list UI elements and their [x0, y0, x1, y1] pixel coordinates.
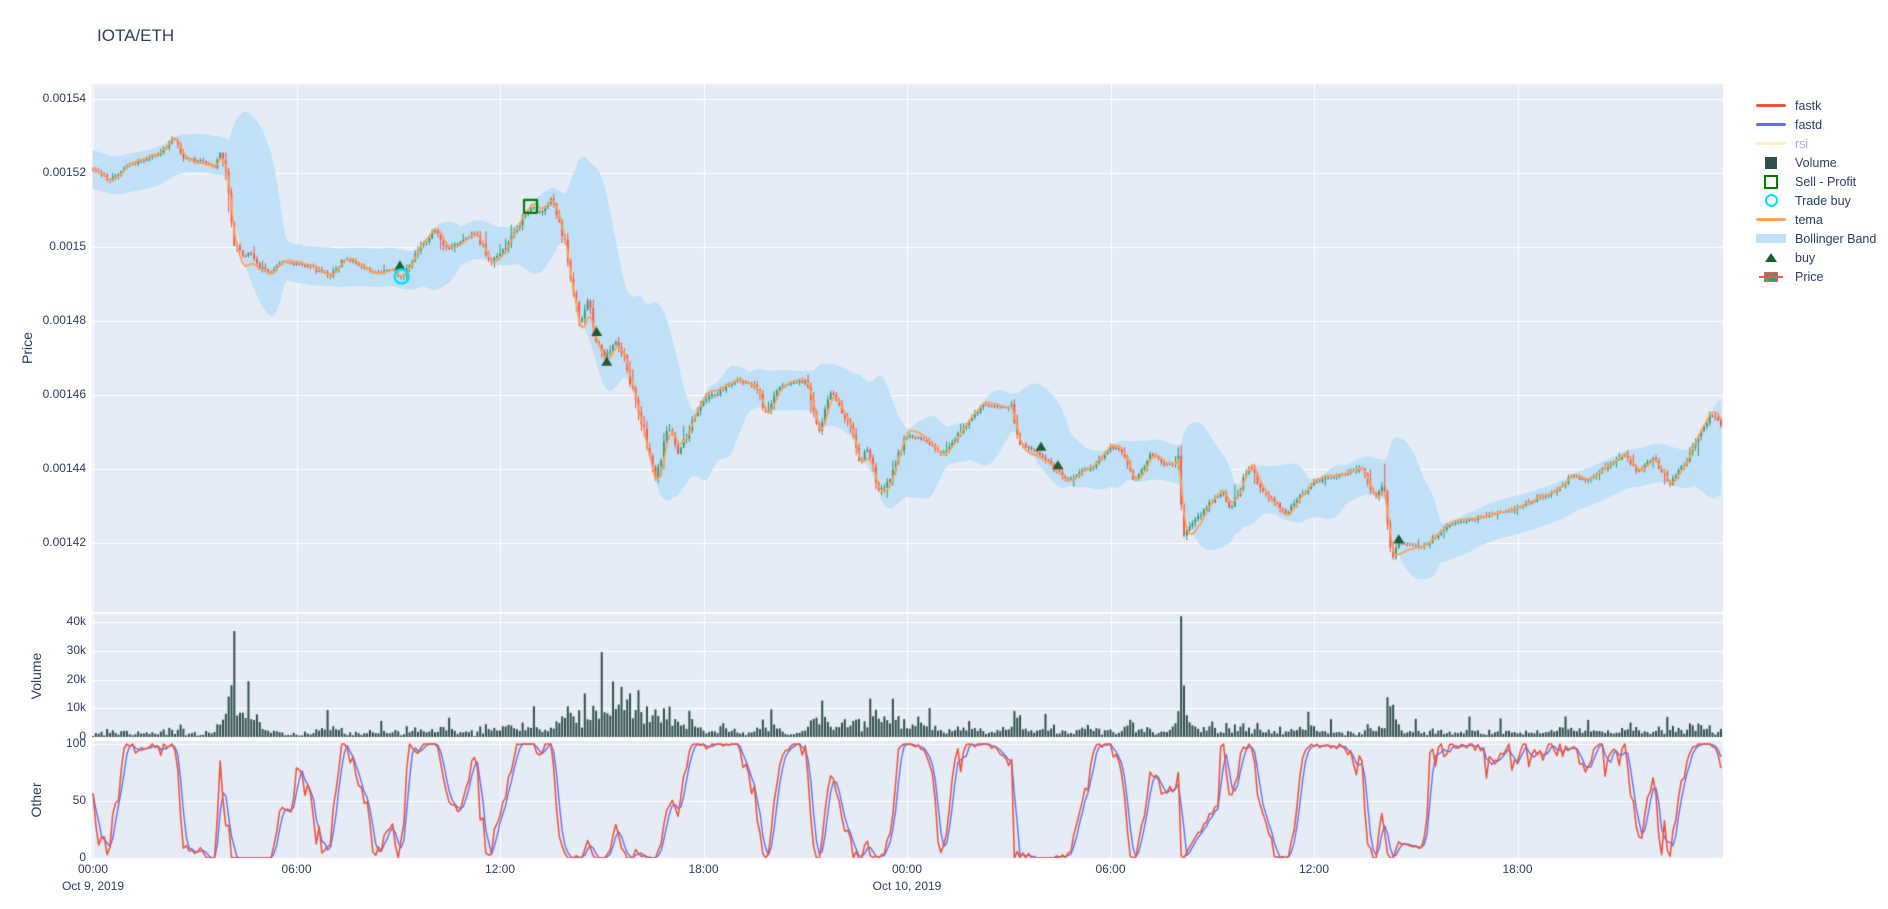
legend-label: fastk	[1795, 98, 1822, 113]
legend-item-sell-profit[interactable]: Sell - Profit	[1756, 172, 1876, 191]
y-tick-label: 40k	[66, 614, 86, 628]
legend-label: tema	[1795, 212, 1823, 227]
x-tick-label: 12:00	[445, 861, 555, 878]
x-tick-label: 12:00	[1259, 861, 1369, 878]
legend-label: Volume	[1795, 155, 1837, 170]
legend-label: Bollinger Band	[1795, 231, 1877, 246]
y-tick-label: 20k	[66, 672, 86, 686]
page-title: IOTA/ETH	[97, 26, 175, 45]
legend-item-price[interactable]: Price	[1756, 267, 1876, 286]
legend: fastk fastd rsi Volume Sell - Profit Trade bu…	[1756, 96, 1876, 286]
y-tick-label: 0.00152	[42, 165, 86, 179]
buy-legend-icon	[1756, 253, 1786, 262]
fastk-legend-icon	[1756, 104, 1786, 107]
legend-item-volume[interactable]: Volume	[1756, 153, 1876, 172]
y-tick-label: 0.00146	[42, 387, 86, 401]
legend-item-buy[interactable]: buy	[1756, 248, 1876, 267]
fastd-legend-icon	[1756, 123, 1786, 126]
x-tick-time: 18:00	[1502, 862, 1533, 876]
x-tick-date: Oct 10, 2019	[872, 879, 942, 893]
y-tick-label: 50	[72, 793, 86, 807]
x-tick-time: 12:00	[484, 862, 516, 876]
legend-item-fastk[interactable]: fastk	[1756, 96, 1876, 115]
x-tick-date: Oct 9, 2019	[61, 879, 125, 893]
x-tick-time: 06:00	[281, 862, 312, 876]
legend-item-fastd[interactable]: fastd	[1756, 115, 1876, 134]
x-tick-label: 06:00	[242, 861, 352, 878]
y-tick-label: 0	[79, 850, 86, 864]
x-tick-time: 06:00	[1095, 862, 1126, 876]
legend-label: Trade buy	[1795, 193, 1851, 208]
legend-item-rsi[interactable]: rsi	[1756, 134, 1876, 153]
x-tick-label: 06:00	[1056, 861, 1166, 878]
y-tick-label: 10k	[66, 700, 86, 714]
legend-item-bollinger-band[interactable]: Bollinger Band	[1756, 229, 1876, 248]
x-tick-label: 00:00 Oct 10, 2019	[852, 861, 962, 895]
y-tick-label: 0.00148	[42, 313, 86, 327]
legend-label: Sell - Profit	[1795, 174, 1857, 189]
y-tick-label: 30k	[66, 643, 86, 657]
x-tick-time: 12:00	[1298, 862, 1330, 876]
y-tick-label: 100	[65, 736, 86, 750]
x-tick-time: 18:00	[688, 862, 719, 876]
x-tick-time: 00:00	[77, 862, 109, 876]
y-tick-label: 0.00154	[42, 91, 86, 105]
bollinger-band-legend-icon	[1756, 234, 1786, 243]
x-tick-time: 00:00	[891, 862, 923, 876]
tema-legend-icon	[1756, 218, 1786, 221]
volume-legend-icon	[1756, 156, 1786, 169]
legend-label: fastd	[1795, 117, 1823, 132]
x-tick-label: 18:00	[649, 861, 759, 878]
sell-profit-legend-icon	[1756, 174, 1786, 189]
rsi-legend-icon	[1756, 142, 1786, 145]
x-tick-label: 00:00 Oct 9, 2019	[38, 861, 148, 895]
y-tick-label: 0	[79, 729, 86, 743]
legend-label: Price	[1795, 269, 1824, 284]
y-tick-label: 0.00142	[42, 535, 86, 549]
price-axis-title: Price	[19, 332, 35, 364]
legend-item-tema[interactable]: tema	[1756, 210, 1876, 229]
y-tick-label: 0.0015	[49, 239, 86, 253]
x-tick-label: 18:00	[1463, 861, 1573, 878]
legend-item-trade-buy[interactable]: Trade buy	[1756, 191, 1876, 210]
y-tick-label: 0.00144	[42, 461, 86, 475]
legend-label: buy	[1795, 250, 1816, 265]
price-legend-icon	[1756, 271, 1786, 282]
legend-label: rsi	[1795, 136, 1809, 151]
trade-buy-legend-icon	[1756, 194, 1786, 207]
